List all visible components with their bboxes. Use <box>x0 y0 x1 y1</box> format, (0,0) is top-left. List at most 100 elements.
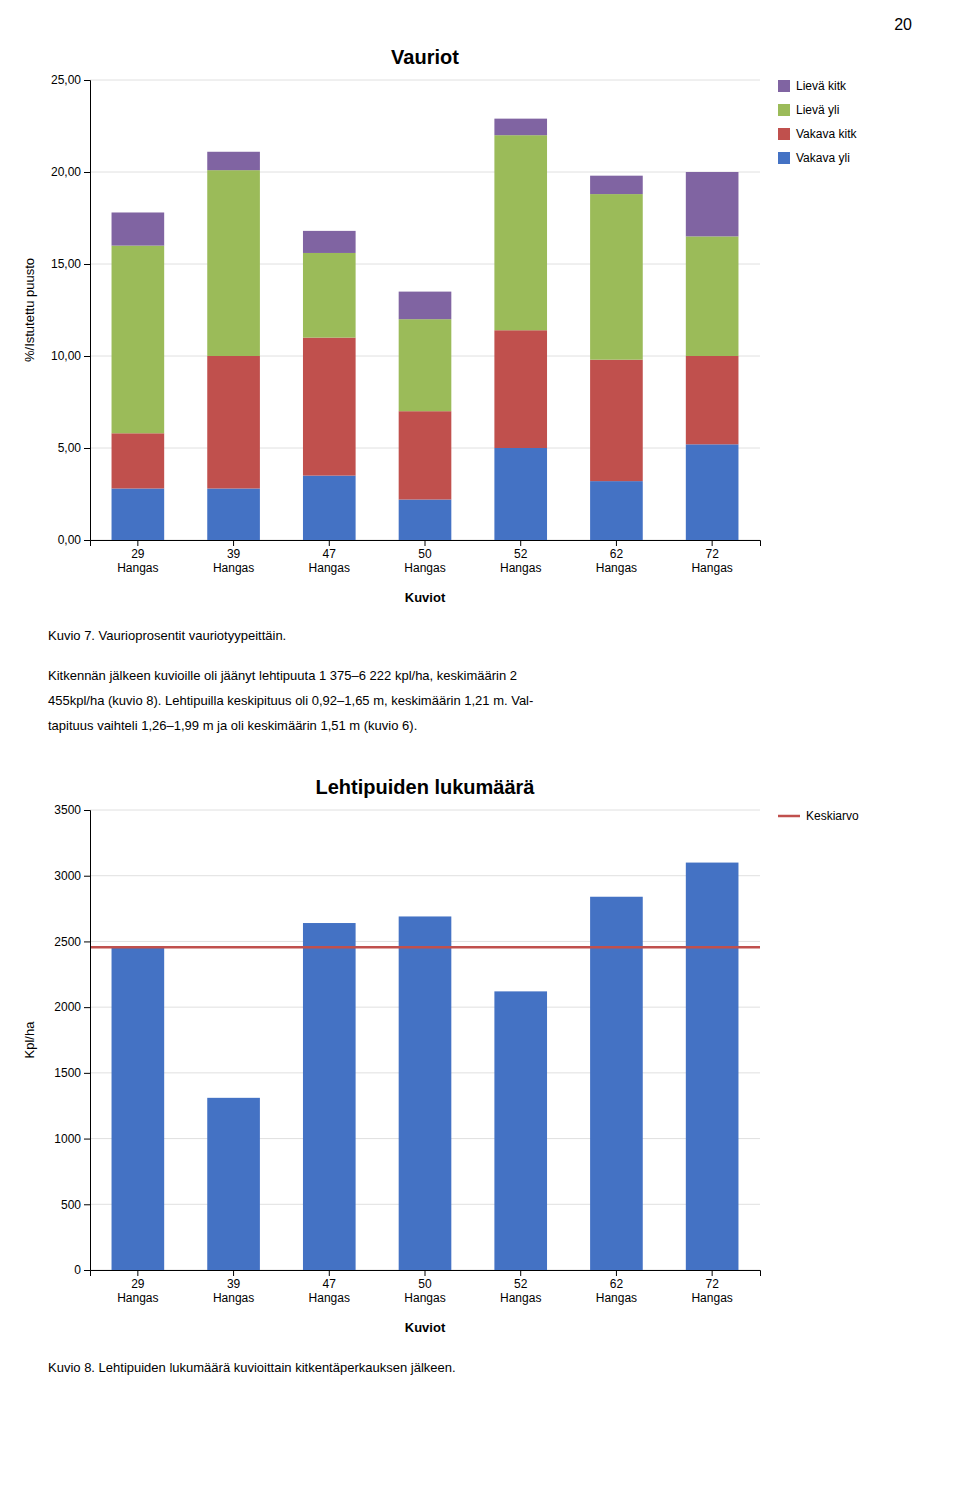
legend-swatch <box>778 815 800 818</box>
tick: 52Hangas <box>500 540 541 575</box>
tick-label: 3500 <box>54 803 81 817</box>
tick-mark <box>233 1270 234 1276</box>
tick-label: 52Hangas <box>500 547 541 575</box>
bar <box>494 330 547 448</box>
tick-label-line: Hangas <box>117 1291 158 1305</box>
tick-label: 25,00 <box>51 73 81 87</box>
tick-label-line: 50 <box>418 1277 432 1291</box>
tick-label: 0 <box>74 1263 81 1277</box>
axis-line <box>91 1271 761 1277</box>
tick: 62Hangas <box>596 540 637 575</box>
tick: 47Hangas <box>309 1270 350 1305</box>
chart-title: Vauriot <box>391 46 459 68</box>
bar-series <box>112 863 739 1270</box>
bar <box>399 411 452 499</box>
tick-mark <box>712 1270 713 1276</box>
tick: 1500 <box>54 1066 90 1080</box>
tick-label-line: 47 <box>323 547 337 561</box>
bar <box>590 194 643 360</box>
tick-mark <box>84 448 90 449</box>
tick: 500 <box>61 1198 90 1212</box>
legend-item: Lievä kitk <box>778 79 847 93</box>
tick: 3500 <box>54 803 90 817</box>
tick-label-line: Hangas <box>691 561 732 575</box>
body-text: tapituus vaihteli 1,26–1,99 m ja oli kes… <box>48 718 417 733</box>
legend: Keskiarvo <box>778 809 859 823</box>
bar <box>207 488 260 540</box>
tick: 2500 <box>54 935 90 949</box>
tick-label-line: Hangas <box>500 561 541 575</box>
tick-label-line: 47 <box>323 1277 337 1291</box>
tick-label-line: 72 <box>705 1277 719 1291</box>
tick-label: 20,00 <box>51 165 81 179</box>
tick-mark <box>84 172 90 173</box>
legend-item: Lievä yli <box>778 103 839 117</box>
grid-line <box>90 80 760 81</box>
bar <box>590 897 643 1270</box>
tick-label-line: 62 <box>610 1277 624 1291</box>
tick-label-line: Hangas <box>404 561 445 575</box>
tick-mark <box>84 1270 90 1271</box>
tick-label: 62Hangas <box>596 1277 637 1305</box>
tick-mark <box>329 540 330 546</box>
tick-label: 47Hangas <box>309 547 350 575</box>
legend-swatch <box>778 128 790 140</box>
tick-mark <box>616 540 617 546</box>
tick-label: 50Hangas <box>404 1277 445 1305</box>
bar <box>303 231 356 253</box>
tick-label-line: Hangas <box>404 1291 445 1305</box>
bar <box>686 863 739 1270</box>
tick: 15,00 <box>51 257 90 271</box>
tick-label: 500 <box>61 1198 81 1212</box>
x-axis-title: Kuviot <box>405 590 446 605</box>
bar <box>590 360 643 481</box>
legend-swatch <box>778 80 790 92</box>
legend-swatch <box>778 104 790 116</box>
grid-line <box>90 172 760 173</box>
legend-item: Vakava kitk <box>778 127 857 141</box>
tick-mark <box>84 1073 90 1074</box>
tick-mark <box>712 540 713 546</box>
tick-mark <box>84 876 90 877</box>
bar <box>112 433 165 488</box>
bar <box>399 500 452 540</box>
y-axis: 0,005,0010,0015,0020,0025,00 <box>51 73 91 547</box>
tick-label: 2000 <box>54 1000 81 1014</box>
bar <box>590 481 643 540</box>
tick-mark <box>137 1270 138 1276</box>
chart: Vauriot0,005,0010,0015,0020,0025,0029Han… <box>22 46 857 605</box>
tick: 10,00 <box>51 349 90 363</box>
tick-mark <box>84 810 90 811</box>
y-axis: 0 500 1000 1500 2000 2500 3000 3500 <box>54 803 90 1277</box>
y-axis-title: Kpl/ha <box>22 1021 37 1059</box>
bar <box>494 119 547 136</box>
tick-label-line: 52 <box>514 547 528 561</box>
tick-label: 62Hangas <box>596 547 637 575</box>
tick: 1000 <box>54 1132 90 1146</box>
tick-label: 72Hangas <box>691 1277 732 1305</box>
tick-label-line: 50 <box>418 547 432 561</box>
body-text: Kitkennän jälkeen kuvioille oli jäänyt l… <box>48 668 517 683</box>
axis-line <box>84 81 91 541</box>
legend-label: Lievä yli <box>796 103 839 117</box>
tick: 50Hangas <box>404 540 445 575</box>
page: 20Vauriot0,005,0010,0015,0020,0025,0029H… <box>0 0 960 1507</box>
tick-label-line: Hangas <box>117 561 158 575</box>
x-axis-title: Kuviot <box>405 1320 446 1335</box>
bar <box>112 488 165 540</box>
body-text: 455kpl/ha (kuvio 8). Lehtipuilla keskipi… <box>48 693 533 708</box>
bar <box>399 319 452 411</box>
tick: 0,00 <box>58 533 90 547</box>
tick: 39Hangas <box>213 1270 254 1305</box>
tick: 72Hangas <box>691 540 732 575</box>
page-number: 20 <box>894 16 912 33</box>
mean-line <box>90 946 760 949</box>
tick: 29Hangas <box>117 540 158 575</box>
bar <box>686 444 739 540</box>
tick-mark <box>329 1270 330 1276</box>
legend-item: Keskiarvo <box>778 809 859 823</box>
tick-label-line: 29 <box>131 547 145 561</box>
tick-mark <box>84 356 90 357</box>
tick-label: 3000 <box>54 869 81 883</box>
bar <box>207 152 260 170</box>
